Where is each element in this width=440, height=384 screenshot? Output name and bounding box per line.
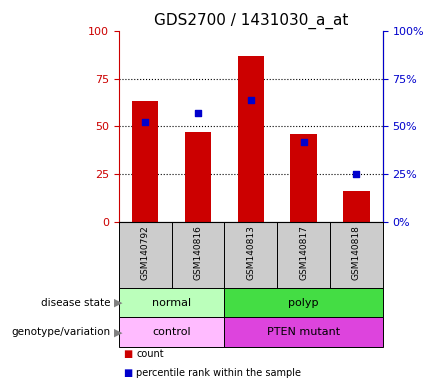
Text: control: control (152, 328, 191, 338)
Bar (343, 191, 370, 222)
Bar (224, 318, 383, 347)
Text: count: count (136, 349, 164, 359)
Text: GSM140818: GSM140818 (352, 225, 361, 280)
Text: GSM140813: GSM140813 (246, 225, 255, 280)
Text: ■: ■ (123, 368, 132, 378)
Point (247, 96, 254, 103)
Bar (224, 288, 383, 318)
Text: GSM140816: GSM140816 (194, 225, 202, 280)
Bar (172, 222, 224, 288)
Text: GSM140792: GSM140792 (141, 225, 150, 280)
Bar (132, 101, 158, 222)
Bar (290, 134, 317, 222)
Text: ▶: ▶ (114, 298, 123, 308)
Bar (119, 222, 172, 288)
Text: PTEN mutant: PTEN mutant (267, 328, 340, 338)
Bar (119, 288, 224, 318)
Text: disease state: disease state (40, 298, 110, 308)
Bar (119, 318, 224, 347)
Text: percentile rank within the sample: percentile rank within the sample (136, 368, 301, 378)
Point (194, 110, 202, 116)
Bar (277, 222, 330, 288)
Text: GSM140817: GSM140817 (299, 225, 308, 280)
Point (142, 119, 149, 126)
Bar (224, 222, 277, 288)
Bar (238, 56, 264, 222)
Bar (330, 222, 383, 288)
Text: ▶: ▶ (114, 328, 123, 338)
Text: ■: ■ (123, 349, 132, 359)
Point (300, 139, 307, 145)
Point (353, 171, 360, 177)
Text: genotype/variation: genotype/variation (11, 328, 110, 338)
Bar (185, 132, 211, 222)
Title: GDS2700 / 1431030_a_at: GDS2700 / 1431030_a_at (154, 13, 348, 29)
Text: polyp: polyp (288, 298, 319, 308)
Text: normal: normal (152, 298, 191, 308)
